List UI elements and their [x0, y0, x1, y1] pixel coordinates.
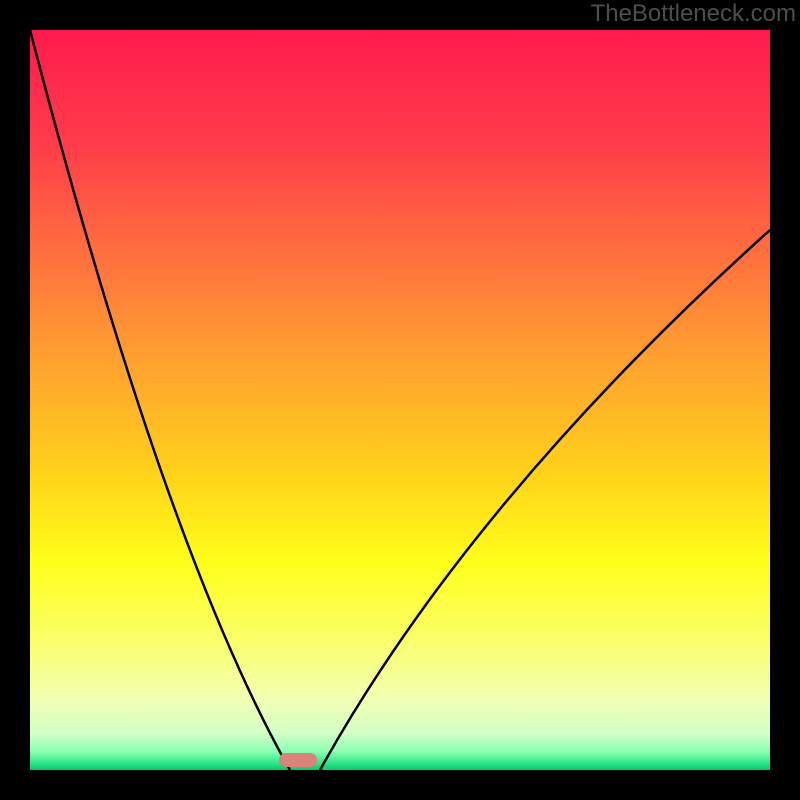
plot-background [30, 30, 770, 770]
chart-root: TheBottleneck.com [0, 0, 800, 800]
bottleneck-marker [279, 753, 317, 767]
watermark-text: TheBottleneck.com [591, 0, 796, 28]
bottleneck-chart [0, 0, 800, 800]
